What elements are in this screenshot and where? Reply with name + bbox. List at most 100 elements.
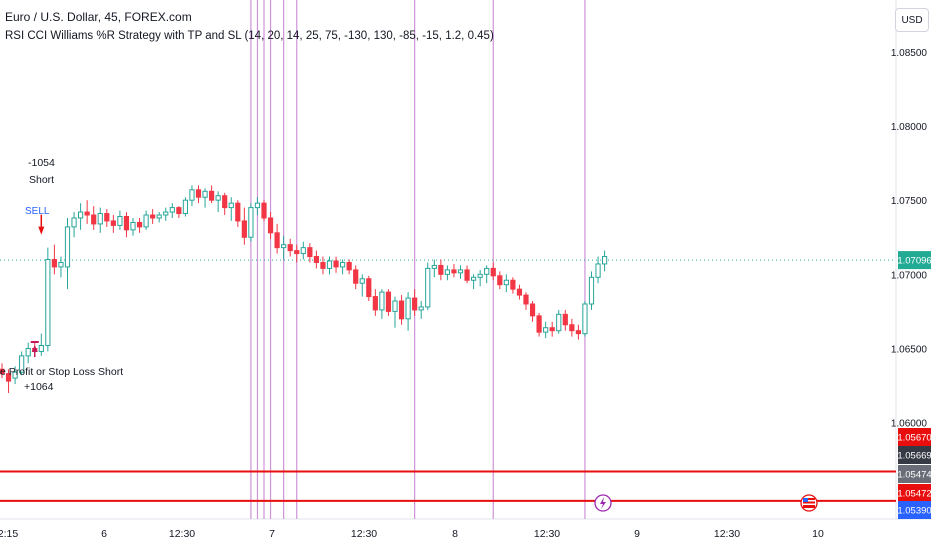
candle (5, 369, 12, 393)
strategy-legend[interactable]: RSI CCI Williams %R Strategy with TP and… (5, 30, 494, 42)
level-badge-bg (898, 465, 931, 483)
candle (372, 289, 378, 316)
candle-body (0, 368, 5, 375)
candle-body (281, 244, 287, 249)
candle (569, 318, 575, 337)
candle (602, 250, 608, 272)
candle (182, 197, 189, 217)
candle (189, 185, 195, 207)
flag-icon-canton (803, 498, 808, 502)
candle-body (300, 247, 306, 255)
candle-body (457, 269, 464, 274)
candle (405, 292, 411, 331)
candle-body (51, 259, 57, 268)
candle (444, 265, 450, 281)
price-tick-label: 1.07500 (891, 196, 928, 207)
candle (294, 244, 300, 263)
short-entry-arrow (38, 226, 45, 235)
candle-body (215, 195, 221, 201)
last-price-badge-bg (898, 251, 931, 270)
candle (588, 271, 595, 310)
candle (104, 209, 110, 227)
candle-body (536, 315, 542, 333)
candle (451, 263, 457, 278)
candle (307, 243, 313, 263)
candle-body (444, 269, 450, 275)
candle-body (477, 273, 483, 278)
candle-body (222, 195, 228, 209)
candle (136, 217, 143, 233)
candle-body (104, 213, 110, 222)
candle-body (25, 347, 31, 357)
level-badge-label: 1.05474 (897, 470, 931, 481)
candle-body (274, 232, 280, 249)
candle-body (412, 297, 418, 311)
candle-body (484, 267, 490, 275)
candle-body (353, 269, 359, 284)
time-tick-label: 6 (101, 528, 107, 540)
level-badge-label: 1.05472 (897, 489, 931, 500)
candle (385, 289, 392, 316)
candle (392, 296, 398, 328)
price-tick-label: 1.08500 (891, 48, 928, 59)
candle (51, 244, 57, 275)
candle (267, 212, 274, 239)
candle-body (575, 330, 581, 335)
exit-label: e Profit or Stop Loss Short (0, 366, 124, 378)
candle (150, 209, 156, 224)
candle-body (202, 190, 208, 198)
candle-body (359, 278, 365, 284)
candle-body (516, 288, 523, 296)
candle (398, 295, 405, 325)
candle-body (464, 269, 470, 281)
candle (438, 259, 444, 281)
candle-body (582, 303, 588, 335)
candle-body (294, 250, 300, 255)
candle-body (307, 247, 313, 258)
candle-body (58, 261, 64, 268)
candle (379, 289, 385, 319)
flag-icon-stripe (803, 503, 815, 505)
candle-body (235, 202, 241, 222)
candle-body (19, 355, 25, 373)
candle (25, 342, 31, 364)
candle (130, 217, 136, 236)
level-badge-label: 1.05670 (897, 433, 931, 444)
candle-body (595, 263, 601, 278)
candle-body (195, 189, 202, 198)
candle (516, 284, 523, 300)
lightning-icon-glyph (600, 497, 606, 509)
candle (84, 200, 90, 224)
candle (215, 191, 221, 213)
currency-button[interactable]: USD (895, 8, 929, 32)
candle (274, 223, 280, 254)
candle-body (320, 261, 326, 269)
candle-body (117, 215, 123, 226)
time-tick-label: 12:30 (169, 528, 195, 540)
candle (575, 324, 581, 340)
candle (412, 289, 418, 316)
candle-body (189, 189, 195, 201)
time-tick-label: 2:15 (0, 528, 18, 540)
candle (281, 235, 287, 260)
candle-body (71, 217, 77, 228)
candle-body (556, 313, 562, 332)
candle-body (130, 221, 136, 231)
candle (202, 188, 208, 208)
candle (248, 203, 254, 242)
candle (287, 238, 293, 257)
candle (510, 277, 516, 294)
candle (64, 217, 71, 290)
lightning-event-icon (594, 494, 612, 512)
candle (471, 274, 477, 290)
candle (582, 301, 588, 337)
candle (562, 309, 568, 331)
last-price-badge: 1.07096 (897, 256, 931, 267)
candle-body (451, 269, 457, 274)
candle (326, 256, 333, 275)
candle (477, 269, 483, 287)
candle (340, 259, 346, 275)
candle (195, 185, 202, 204)
candle-body (156, 214, 162, 219)
